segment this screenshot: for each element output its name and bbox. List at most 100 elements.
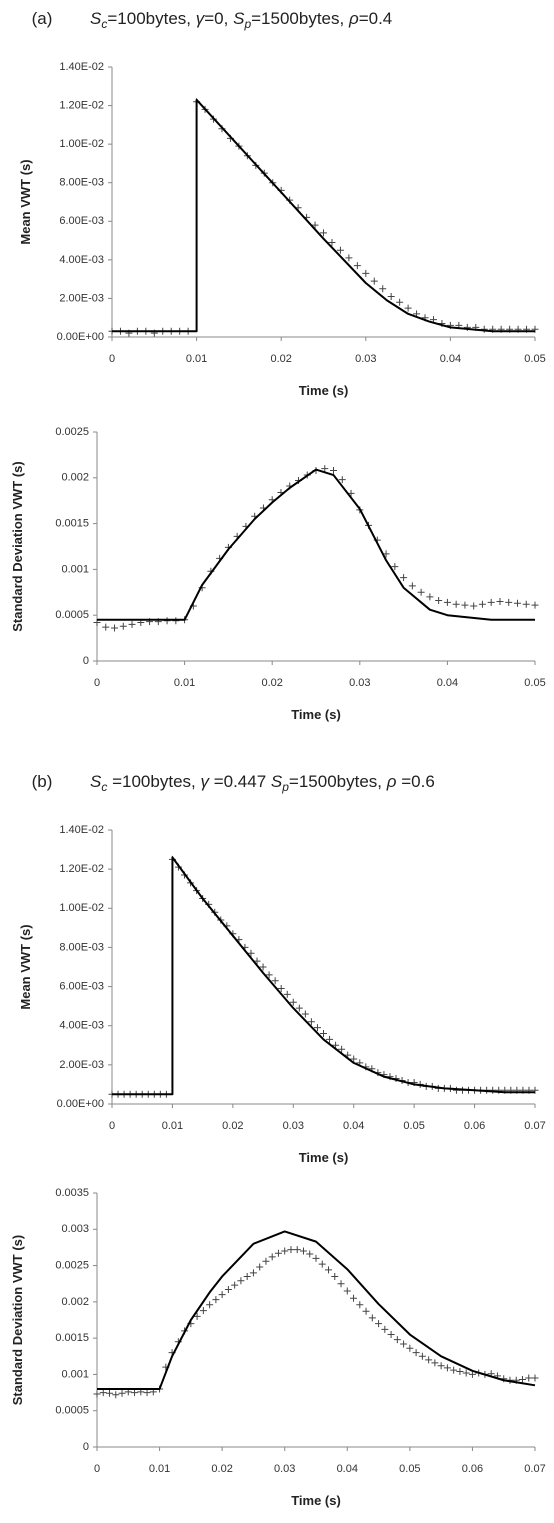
y-tick-label: 0.002: [61, 1296, 89, 1308]
data-point: [350, 1294, 358, 1302]
x-tick-label: 0.02: [211, 1463, 232, 1475]
heading-part: c: [101, 17, 107, 31]
y-tick-label: 2.00E-03: [59, 292, 104, 304]
data-point: [470, 602, 478, 610]
model-line: [97, 468, 535, 621]
data-point: [468, 1370, 476, 1378]
y-axis-label: Standard Deviation VWT (s): [10, 1235, 25, 1405]
heading: (b) Sc =100bytes, γ =0.447 Sp=1500bytes,…: [8, 772, 449, 794]
data-point: [281, 1247, 289, 1255]
data-point: [325, 1266, 333, 1274]
data-point: [320, 1030, 327, 1038]
data-point: [337, 1280, 345, 1288]
heading-part: =100bytes,: [107, 772, 200, 791]
heading-part: =0.6: [397, 772, 435, 791]
x-tick-label: 0.01: [149, 1463, 170, 1475]
heading-part: ρ: [348, 9, 359, 28]
data-point: [400, 574, 408, 582]
data-point: [505, 598, 513, 606]
heading-part: S: [90, 9, 102, 28]
data-point: [307, 1018, 315, 1026]
y-tick-label: 0.001: [61, 563, 89, 575]
model-line: [97, 1230, 536, 1390]
data-point: [400, 1340, 408, 1348]
data-point: [338, 476, 346, 484]
data-point: [193, 1312, 201, 1320]
data-point: [496, 597, 504, 605]
data-point: [387, 293, 395, 300]
y-tick-label: 1.00E-02: [59, 902, 104, 914]
data-point: [311, 221, 319, 229]
heading-part: (a): [32, 9, 53, 28]
data-point: [328, 239, 336, 246]
data-point: [513, 599, 521, 607]
data-point: [321, 465, 329, 473]
heading-part: ρ: [386, 772, 397, 791]
heading-part: =1500bytes,: [251, 9, 349, 28]
y-tick-label: 0.003: [61, 1223, 89, 1235]
y-tick-label: 6.00E-03: [59, 980, 104, 992]
data-point: [356, 1301, 364, 1309]
heading-part: =0,: [204, 9, 233, 28]
data-point: [478, 600, 486, 608]
heading-part: p: [243, 17, 251, 31]
x-tick-label: 0.04: [337, 1463, 358, 1475]
x-tick-label: 0.04: [343, 1120, 364, 1132]
data-point: [408, 582, 416, 590]
x-tick-label: 0.02: [222, 1120, 243, 1132]
x-tick-label: 0.03: [349, 677, 370, 689]
data-point: [406, 1344, 414, 1352]
data-point: [224, 1286, 232, 1294]
data-point: [452, 600, 460, 608]
x-tick-label: 0.05: [399, 1463, 420, 1475]
data-point: [531, 1374, 539, 1382]
data-point: [437, 1362, 445, 1370]
data-point: [425, 1356, 433, 1364]
heading-part: p: [281, 780, 289, 794]
heading-part: S: [233, 9, 245, 28]
data-point: [259, 963, 267, 971]
data-point: [462, 1369, 470, 1377]
y-tick-label: 0.0015: [55, 518, 89, 530]
y-tick-label: 8.00E-03: [59, 177, 104, 189]
x-tick-label: 0.02: [261, 677, 282, 689]
x-tick-label: 0.05: [524, 353, 545, 365]
data-point: [112, 1391, 120, 1399]
y-tick-label: 0.0035: [55, 1187, 89, 1199]
y-tick-label: 0.001: [61, 1368, 89, 1380]
heading-part: γ: [200, 772, 210, 791]
data-point: [431, 1359, 439, 1367]
y-tick-label: 1.00E-02: [59, 138, 104, 150]
data-point: [206, 1301, 214, 1309]
data-point: [312, 1254, 320, 1262]
data-point: [199, 1307, 207, 1315]
heading-part: S: [90, 772, 102, 791]
data-point: [249, 1269, 257, 1277]
heading-part: =100bytes,: [107, 9, 195, 28]
data-point: [443, 598, 451, 606]
data-point: [330, 466, 338, 474]
data-point: [443, 1364, 451, 1372]
data-point: [299, 1247, 307, 1255]
data-point: [435, 597, 443, 605]
model-line: [112, 98, 535, 333]
data-point: [106, 1389, 114, 1397]
data-point: [243, 1272, 251, 1280]
data-point: [331, 1272, 339, 1280]
x-tick-label: 0.05: [403, 1120, 424, 1132]
data-point: [301, 1010, 309, 1018]
y-tick-label: 1.40E-02: [59, 61, 104, 73]
y-tick-label: 1.20E-02: [59, 863, 104, 875]
data-point: [412, 1349, 420, 1357]
data-point: [287, 1246, 295, 1254]
heading-part: γ: [196, 9, 206, 28]
x-tick-label: 0.06: [462, 1463, 483, 1475]
y-tick-label: 0.0025: [55, 426, 89, 438]
x-tick-label: 0: [94, 677, 100, 689]
y-axis-label: Mean VWT (s): [18, 159, 33, 244]
y-tick-label: 0: [83, 1441, 89, 1453]
y-tick-label: 6.00E-03: [59, 215, 104, 227]
data-point: [256, 1263, 264, 1271]
